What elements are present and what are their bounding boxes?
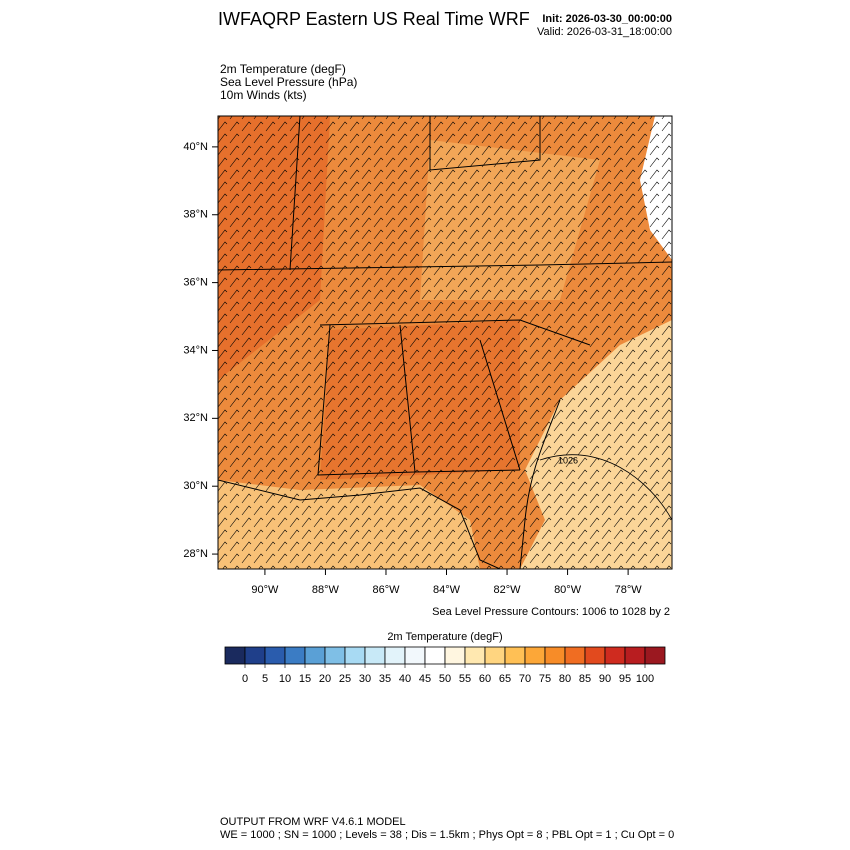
lat-tick-label: 34°N xyxy=(183,344,208,356)
contour-label: 1026 xyxy=(558,455,578,465)
valid-time: Valid: 2026-03-31_18:00:00 xyxy=(537,26,672,38)
lat-tick-label: 36°N xyxy=(183,277,208,289)
colorbar-swatch xyxy=(284,646,306,665)
colorbar-tick-label: 70 xyxy=(519,673,531,685)
wind-barbs xyxy=(218,116,672,569)
colorbar-tick-label: 50 xyxy=(439,673,451,685)
colorbar-swatch xyxy=(484,646,506,665)
footer-line: OUTPUT FROM WRF V4.6.1 MODEL xyxy=(220,816,406,828)
colorbar-swatch xyxy=(264,646,286,665)
colorbar-swatch xyxy=(444,646,466,665)
lat-tick-label: 30°N xyxy=(183,480,208,492)
colorbar-tick-label: 20 xyxy=(319,673,331,685)
colorbar-swatch xyxy=(344,646,366,665)
lon-tick-label: 80°W xyxy=(554,584,582,596)
contour-note: Sea Level Pressure Contours: 1006 to 102… xyxy=(432,606,670,618)
lat-tick-label: 38°N xyxy=(183,209,208,221)
lon-tick-label: 84°W xyxy=(433,584,461,596)
init-time: Init: 2026-03-30_00:00:00 xyxy=(542,13,672,25)
colorbar-swatch xyxy=(624,646,646,665)
colorbar-swatch xyxy=(324,646,346,665)
colorbar-swatch xyxy=(464,646,486,665)
colorbar-swatch xyxy=(504,646,526,665)
colorbar-tick-label: 85 xyxy=(579,673,591,685)
lat-tick-label: 28°N xyxy=(183,548,208,560)
colorbar-tick-label: 90 xyxy=(599,673,611,685)
colorbar-swatch xyxy=(404,646,426,665)
colorbar-swatch xyxy=(644,646,666,665)
map-axes: 28°N 30°N 32°N 34°N 36°N 38°N 40°N 90°W 88°W 86°W… xyxy=(183,141,642,596)
lat-tick-label: 40°N xyxy=(183,141,208,153)
colorbar-tick-label: 60 xyxy=(479,673,491,685)
lon-tick-label: 88°W xyxy=(312,584,340,596)
colorbar-tick-label: 15 xyxy=(299,673,311,685)
colorbar-tick-label: 40 xyxy=(399,673,411,685)
colorbar-tick-label: 55 xyxy=(459,673,471,685)
field-label: Sea Level Pressure (hPa) xyxy=(220,75,357,89)
colorbar-swatch xyxy=(364,646,386,665)
footer-line: WE = 1000 ; SN = 1000 ; Levels = 38 ; Di… xyxy=(220,829,674,841)
field-label: 2m Temperature (degF) xyxy=(220,62,346,76)
colorbar-tick-label: 0 xyxy=(242,673,248,685)
map: 1026 xyxy=(218,116,672,569)
colorbar-tick-label: 95 xyxy=(619,673,631,685)
field-label: 10m Winds (kts) xyxy=(220,88,307,102)
colorbar-tick-label: 75 xyxy=(539,673,551,685)
colorbar-swatch xyxy=(244,646,266,665)
isobar xyxy=(539,454,672,521)
colorbar-tick-label: 30 xyxy=(359,673,371,685)
colorbar-swatch xyxy=(584,646,606,665)
colorbar-tick-label: 45 xyxy=(419,673,431,685)
borders xyxy=(218,116,672,569)
lon-tick-label: 82°W xyxy=(494,584,522,596)
colorbar-swatch xyxy=(524,646,546,665)
lon-tick-label: 78°W xyxy=(615,584,643,596)
colorbar-tick-label: 5 xyxy=(262,673,268,685)
colorbar-swatch xyxy=(424,646,446,665)
field-list: 2m Temperature (degF)Sea Level Pressure … xyxy=(220,62,357,102)
colorbar-label: 2m Temperature (degF) xyxy=(387,631,502,643)
colorbar-swatch xyxy=(544,646,566,665)
lon-tick-label: 90°W xyxy=(251,584,279,596)
lon-tick-label: 86°W xyxy=(372,584,400,596)
title: IWFAQRP Eastern US Real Time WRF xyxy=(218,9,530,29)
colorbar-swatch xyxy=(224,646,246,665)
colorbar-tick-label: 35 xyxy=(379,673,391,685)
colorbar-tick-label: 25 xyxy=(339,673,351,685)
colorbar-tick-label: 10 xyxy=(279,673,291,685)
lat-tick-label: 32°N xyxy=(183,412,208,424)
map-frame xyxy=(217,115,673,570)
colorbar-tick-label: 65 xyxy=(499,673,511,685)
colorbar-tick-label: 100 xyxy=(636,673,654,685)
colorbar-swatch xyxy=(564,646,586,665)
colorbar-swatch xyxy=(304,646,326,665)
colorbar-swatch xyxy=(604,646,626,665)
colorbar-tick-label: 80 xyxy=(559,673,571,685)
colorbar: 0 5 10 15 20 25 30 35 40 45 50 55 60 65 70 75 80 85 90 95 10… xyxy=(224,646,666,685)
colorbar-swatch xyxy=(384,646,406,665)
